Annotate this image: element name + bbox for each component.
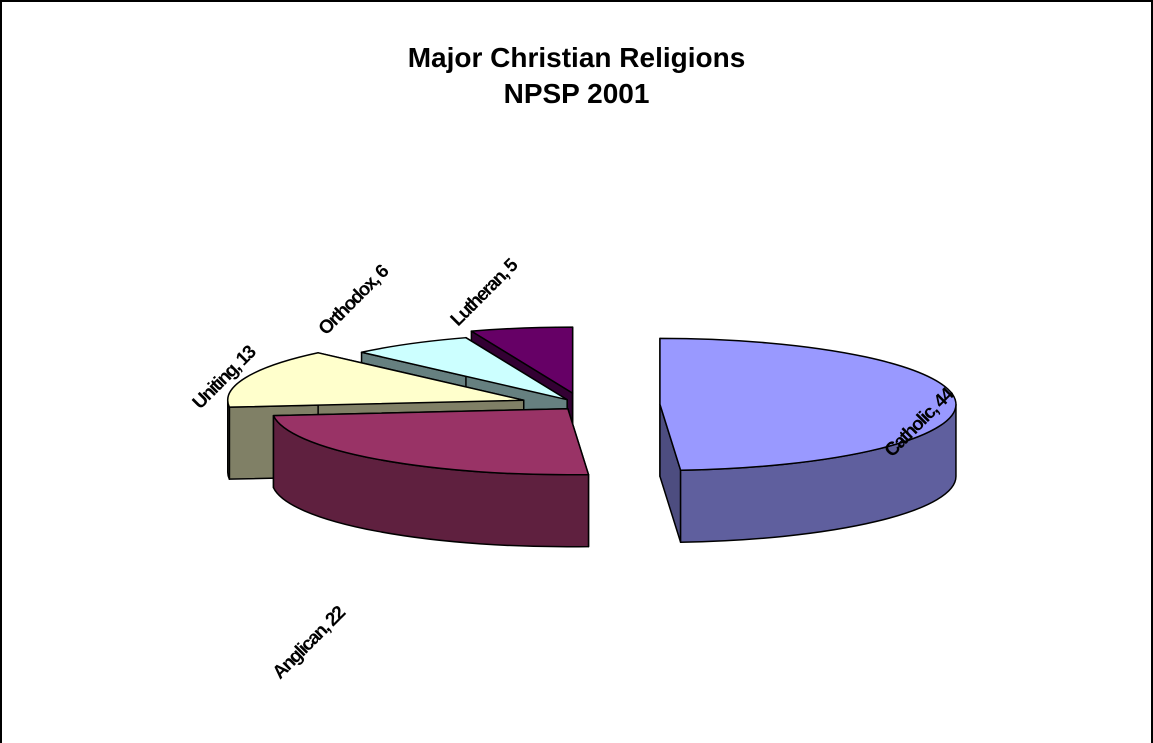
pie-label-anglican: Anglican, 22 bbox=[269, 602, 350, 683]
pie-slice-anglican bbox=[272, 408, 590, 548]
pie-slices bbox=[226, 326, 957, 548]
pie-slice-catholic bbox=[659, 337, 957, 543]
chart-title: Major Christian Religions bbox=[407, 42, 746, 73]
chart-title-block: Major Christian Religions NPSP 2001 bbox=[0, 40, 1153, 112]
pie-label-orthodox: Orthodox, 6 bbox=[315, 261, 394, 340]
pie-label-lutheran: Lutheran, 5 bbox=[447, 254, 523, 330]
chart-subtitle: NPSP 2001 bbox=[503, 78, 650, 109]
